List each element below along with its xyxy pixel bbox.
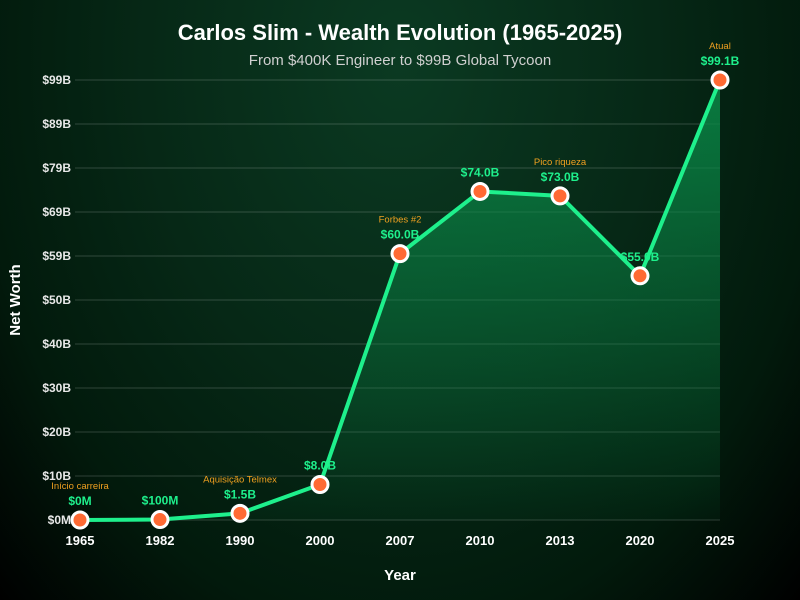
y-tick-label: $89B: [42, 117, 71, 131]
y-tick-label: $20B: [42, 425, 71, 439]
x-tick-label: 2025: [706, 533, 735, 548]
data-labels: $0M Início carreira $100M $1.5B Aquisição Te…: [51, 41, 739, 508]
data-point: [710, 70, 730, 90]
area-fill: [80, 80, 720, 520]
y-tick-label: $0M: [48, 513, 71, 527]
data-point: [550, 186, 570, 206]
x-axis-ticks: 1965 1982 1990 2000 2007 2010 2013 2020 2025: [66, 533, 735, 548]
data-point: [310, 474, 330, 494]
data-value-label: $60.0B: [381, 228, 420, 242]
x-tick-label: 1990: [226, 533, 255, 548]
x-axis-label: Year: [384, 567, 416, 584]
y-tick-label: $69B: [42, 205, 71, 219]
data-point: [230, 503, 250, 523]
x-tick-label: 1965: [66, 533, 95, 548]
annotation-label: Aquisição Telmex: [203, 474, 277, 485]
data-point: [150, 510, 170, 530]
x-tick-label: 2020: [626, 533, 655, 548]
y-tick-label: $59B: [42, 249, 71, 263]
y-tick-label: $30B: [42, 381, 71, 395]
data-value-label: $99.1B: [701, 54, 740, 68]
data-point: [70, 510, 90, 530]
y-axis-ticks: $0M $10B $20B $30B $40B $50B $59B $69B $79B $89B $…: [42, 73, 71, 527]
data-value-label: $74.0B: [461, 165, 500, 179]
data-value-label: $1.5B: [224, 487, 256, 501]
y-tick-label: $50B: [42, 293, 71, 307]
data-point: [390, 244, 410, 264]
data-point: [630, 266, 650, 286]
chart-subtitle: From $400K Engineer to $99B Global Tycoo…: [249, 52, 551, 69]
data-value-label: $0M: [68, 494, 91, 508]
y-tick-label: $40B: [42, 337, 71, 351]
annotation-label: Atual: [709, 41, 731, 52]
y-axis-label: Net Worth: [7, 264, 24, 335]
x-tick-label: 2013: [546, 533, 575, 548]
data-value-label: $100M: [142, 494, 179, 508]
data-value-label: $8.0B: [304, 458, 336, 472]
annotation-label: Início carreira: [51, 481, 109, 492]
x-tick-label: 1982: [146, 533, 175, 548]
y-tick-label: $99B: [42, 73, 71, 87]
annotation-label: Pico riqueza: [534, 157, 587, 168]
data-point: [470, 181, 490, 201]
data-points: [70, 70, 730, 530]
x-tick-label: 2000: [306, 533, 335, 548]
data-value-label: $55.0B: [621, 250, 660, 264]
y-tick-label: $79B: [42, 161, 71, 175]
x-tick-label: 2007: [386, 533, 415, 548]
annotation-label: Forbes #2: [379, 215, 422, 226]
y-tick-label: $10B: [42, 469, 71, 483]
chart-title: Carlos Slim - Wealth Evolution (1965-202…: [178, 20, 623, 45]
x-tick-label: 2010: [466, 533, 495, 548]
data-value-label: $73.0B: [541, 170, 580, 184]
